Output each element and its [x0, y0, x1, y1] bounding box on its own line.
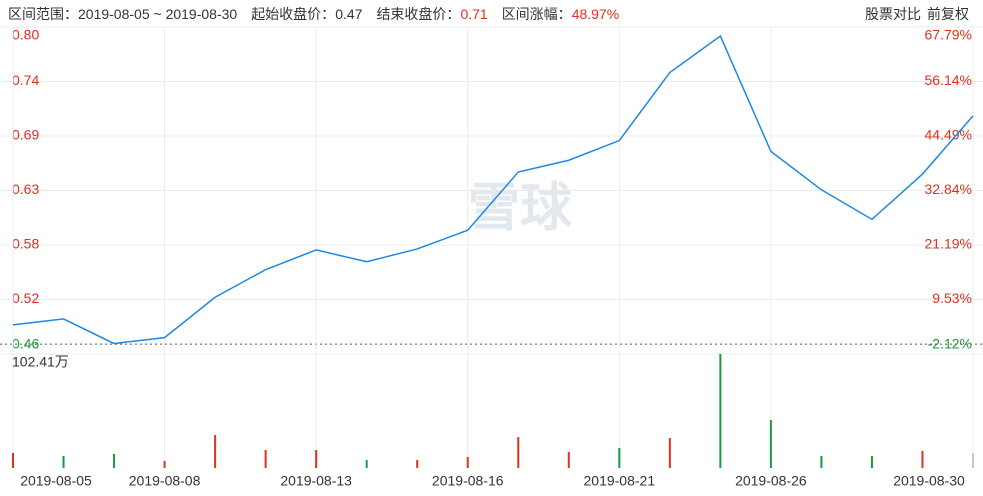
volume-bar [668, 438, 671, 468]
volume-bar [567, 451, 570, 468]
header-item: 区间范围：2019-08-05 ~ 2019-08-30 [8, 6, 237, 22]
header-item: 区间涨幅：48.97% [502, 6, 619, 22]
x-tick-label: 2019-08-30 [893, 473, 965, 489]
header-label: 区间范围： [8, 6, 78, 22]
header-value: 2019-08-05 ~ 2019-08-30 [78, 6, 238, 22]
volume-bar [618, 447, 621, 468]
x-tick-label: 2019-08-08 [129, 473, 201, 489]
volume-bar [921, 450, 924, 468]
y-tick-label: 0.69 [12, 127, 39, 143]
buttons: 股票对比 前复权 [859, 4, 969, 24]
y-tick-label: 0.74 [12, 72, 39, 88]
y-tick-label: 0.46 [12, 336, 39, 352]
x-tick-label: 2019-08-05 [20, 473, 92, 489]
y-tick-label: 0.80 [12, 27, 39, 43]
header-item: 结束收盘价：0.71 [376, 6, 487, 22]
header: 区间范围：2019-08-05 ~ 2019-08-30 起始收盘价：0.47 结束… [8, 4, 633, 24]
price-line [12, 34, 974, 345]
header-value: 48.97% [571, 6, 620, 22]
y2-tick-label: 9.53% [932, 290, 972, 306]
volume-bar [769, 420, 772, 468]
y2-tick-label: 67.79% [925, 27, 972, 43]
x-tick-label: 2019-08-16 [432, 473, 504, 489]
volume-bar [365, 459, 368, 468]
volume-bar [820, 455, 823, 468]
header-label: 起始收盘价： [251, 6, 336, 22]
volume-bar [264, 449, 267, 468]
header-label: 区间涨幅： [501, 6, 572, 22]
volume-bar [719, 354, 722, 468]
button[interactable]: 股票对比 [865, 6, 921, 22]
volume-bar [466, 456, 469, 468]
y2-tick-label: 21.19% [925, 236, 972, 252]
header-value: 0.47 [335, 6, 363, 22]
y2-tick-label: 32.84% [925, 181, 972, 197]
volume-bar [972, 452, 974, 468]
header-item: 起始收盘价：0.47 [251, 6, 362, 22]
x-tick-label: 2019-08-13 [280, 473, 352, 489]
volume-bar [62, 455, 65, 468]
volume-bar [517, 437, 520, 468]
volume-max-label: 102.41万 [12, 354, 69, 370]
y2-tick-label: 56.14% [925, 72, 972, 88]
volume-bar [12, 452, 14, 468]
y2-tick-label: -2.12% [928, 336, 972, 352]
button[interactable]: 前复权 [927, 6, 969, 22]
volume-bar [416, 459, 419, 468]
watermark: 雪球 [468, 180, 573, 238]
volume-bar [113, 453, 116, 468]
header-label: 结束收盘价： [376, 6, 461, 22]
x-tick-label: 2019-08-21 [584, 473, 656, 489]
volume-bar [870, 455, 873, 468]
volume-bar [163, 460, 166, 468]
header-value: 0.71 [460, 6, 488, 22]
volume-bar [315, 449, 318, 468]
y-tick-label: 0.52 [12, 290, 39, 306]
y-tick-label: 0.58 [12, 236, 39, 252]
volume-bar [214, 435, 217, 468]
x-tick-label: 2019-08-26 [735, 473, 807, 489]
y2-tick-label: 44.49% [925, 127, 972, 143]
y-tick-label: 0.63 [12, 181, 39, 197]
